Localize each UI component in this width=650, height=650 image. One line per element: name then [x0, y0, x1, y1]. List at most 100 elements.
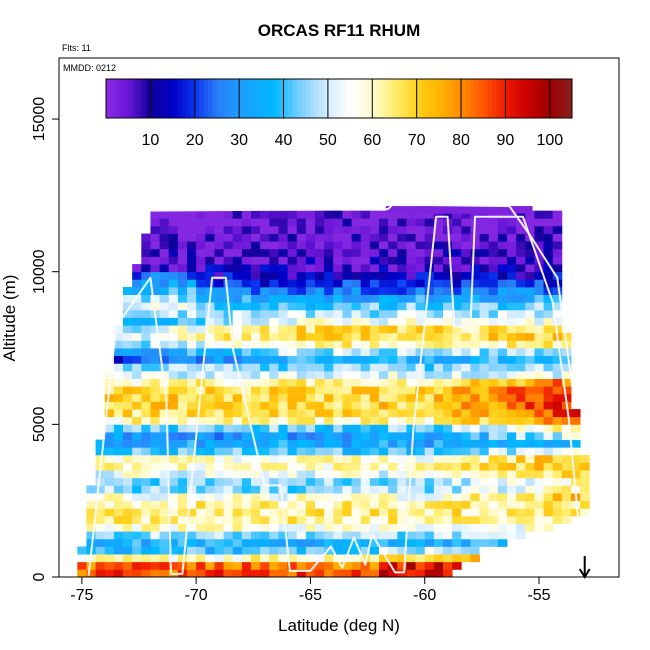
heat-cell — [507, 256, 517, 265]
heat-cell — [159, 225, 170, 234]
heat-cell — [543, 401, 554, 410]
heat-cell — [488, 416, 499, 425]
heat-cell — [305, 538, 316, 547]
heat-cell — [324, 561, 334, 570]
y-axis-label: Altitude (m) — [0, 275, 19, 362]
heat-cell — [333, 439, 343, 448]
heat-cell — [534, 348, 544, 357]
heat-cell — [196, 370, 206, 379]
heat-cell — [150, 569, 160, 578]
heat-cell — [507, 416, 517, 425]
heat-cell — [388, 294, 398, 303]
heat-cell — [287, 561, 298, 570]
heat-cell — [395, 206, 405, 214]
heat-cell — [278, 355, 288, 364]
heat-cell — [461, 500, 471, 509]
heat-cell — [214, 515, 224, 524]
heat-cell — [150, 416, 160, 425]
heat-cell — [470, 454, 480, 463]
heat-cell — [470, 378, 480, 387]
heat-cell — [406, 523, 416, 532]
heat-cell — [287, 256, 298, 265]
heat-cell — [461, 225, 471, 234]
heat-cell — [232, 431, 243, 441]
heat-cell — [415, 531, 426, 540]
heat-cell — [360, 554, 371, 563]
heat-cell — [159, 348, 170, 357]
heat-cell — [333, 370, 343, 379]
heat-cell — [571, 431, 581, 441]
colorbar-swatch — [403, 79, 409, 118]
heat-cell — [424, 286, 435, 295]
heat-cell — [552, 378, 563, 387]
heat-cell — [379, 348, 389, 357]
heat-cell — [516, 332, 526, 341]
heat-cell — [232, 340, 243, 349]
heat-cell — [424, 210, 435, 219]
heat-cell — [470, 256, 480, 265]
heat-cell — [369, 302, 380, 311]
heat-cell — [187, 340, 197, 349]
heat-cell — [214, 241, 224, 250]
heat-cell — [305, 218, 316, 227]
heat-cell — [534, 515, 544, 524]
heat-cell — [214, 523, 224, 532]
heat-cell — [324, 447, 334, 456]
heat-cell — [159, 309, 170, 318]
colorbar-swatch — [194, 79, 200, 118]
heat-cell — [205, 348, 215, 357]
heat-cell — [177, 546, 188, 555]
heat-cell — [132, 470, 142, 479]
heat-cell — [214, 378, 224, 387]
heat-cell — [187, 447, 197, 456]
heat-cell — [205, 462, 215, 471]
heat-cell — [159, 477, 170, 486]
heat-cell — [497, 416, 508, 425]
heat-cell — [360, 241, 371, 250]
heat-cell — [168, 325, 179, 334]
colorbar-swatch — [350, 79, 356, 118]
heat-cell — [525, 500, 535, 509]
heat-cell — [296, 210, 307, 219]
heat-cell — [77, 554, 87, 563]
heat-cell — [187, 210, 197, 219]
heat-cell — [424, 233, 435, 242]
heat-cell — [406, 493, 416, 502]
heat-cell — [223, 515, 234, 524]
heat-cell — [104, 485, 115, 494]
heat-cell — [296, 271, 307, 280]
heat-cell — [214, 470, 224, 479]
heat-cell — [479, 409, 490, 418]
heat-cell — [342, 363, 352, 372]
heat-cell — [241, 355, 252, 364]
heat-cell — [287, 439, 298, 448]
heat-cell — [187, 554, 197, 563]
heat-cell — [360, 233, 371, 242]
heat-cell — [251, 378, 261, 387]
heat-cell — [507, 470, 517, 479]
heat-cell — [543, 424, 554, 433]
heat-cell — [525, 493, 535, 502]
heat-cell — [305, 256, 316, 265]
heat-cell — [424, 523, 435, 532]
heat-cell — [388, 538, 398, 547]
heat-cell — [205, 309, 215, 318]
heat-cell — [278, 569, 288, 578]
heat-cell — [141, 493, 151, 502]
heat-cell — [214, 424, 224, 433]
heat-cell — [278, 554, 288, 563]
heat-cell — [177, 462, 188, 471]
heat-cell — [424, 302, 435, 311]
heat-cell — [415, 515, 426, 524]
heat-cell — [534, 393, 544, 402]
heat-cell — [251, 309, 261, 318]
heat-cell — [470, 554, 480, 563]
heat-cell — [561, 500, 572, 509]
heat-cell — [315, 462, 325, 471]
heat-cell — [452, 439, 462, 448]
heat-cell — [214, 340, 224, 349]
heat-cell — [351, 531, 362, 540]
heat-cell — [177, 218, 188, 227]
heat-cell — [488, 409, 499, 418]
